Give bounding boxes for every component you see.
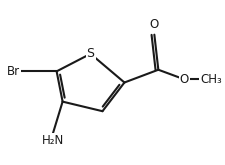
Text: CH₃: CH₃ [200, 73, 222, 86]
Text: O: O [180, 73, 189, 86]
Text: O: O [150, 18, 159, 31]
Text: Br: Br [7, 65, 20, 78]
Text: S: S [87, 47, 94, 60]
Text: H₂N: H₂N [41, 134, 64, 147]
